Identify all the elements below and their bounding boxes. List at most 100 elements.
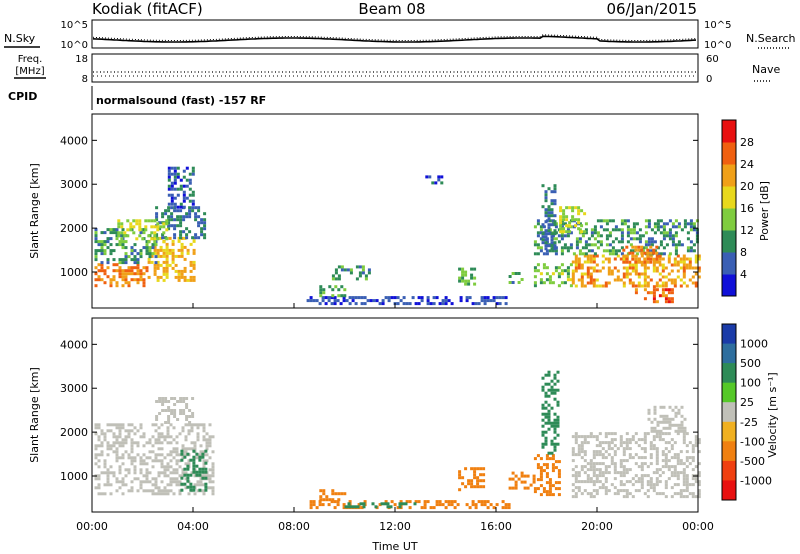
- heatmap-cell: [167, 209, 171, 213]
- heatmap-cell: [127, 468, 131, 472]
- heatmap-cell: [179, 400, 183, 403]
- heatmap-cell: [544, 442, 548, 446]
- heatmap-cell: [553, 442, 557, 446]
- heatmap-cell: [318, 500, 322, 504]
- heatmap-cell: [590, 249, 594, 253]
- heatmap-cell: [646, 291, 650, 295]
- heatmap-cell: [361, 271, 365, 275]
- heatmap-cell: [157, 453, 161, 457]
- heatmap-cell: [175, 483, 179, 487]
- y-tick-label: 2000: [60, 222, 88, 235]
- heatmap-cell: [544, 382, 548, 386]
- heatmap-cell: [189, 482, 193, 486]
- heatmap-cell: [691, 447, 695, 451]
- heatmap-cell: [336, 503, 340, 507]
- heatmap-cell: [595, 477, 599, 481]
- heatmap-cell: [560, 234, 564, 238]
- heatmap-cell: [444, 302, 448, 306]
- heatmap-cell: [120, 225, 124, 229]
- heatmap-cell: [653, 231, 657, 235]
- heatmap-cell: [176, 224, 180, 228]
- heatmap-cell: [673, 471, 677, 475]
- heatmap-cell: [432, 296, 436, 300]
- heatmap-cell: [106, 423, 110, 427]
- heatmap-cell: [568, 206, 572, 210]
- colorbar-tick-label: 28: [740, 136, 754, 149]
- heatmap-cell: [319, 288, 323, 292]
- heatmap-cell: [109, 471, 113, 475]
- heatmap-cell: [139, 459, 143, 463]
- heatmap-cell: [691, 492, 695, 496]
- heatmap-cell: [661, 288, 665, 292]
- heatmap-cell: [680, 243, 684, 247]
- heatmap-cell: [643, 492, 647, 496]
- heatmap-cell: [658, 284, 662, 288]
- heatmap-cell: [160, 462, 164, 466]
- heatmap-cell: [188, 199, 192, 203]
- heatmap-cell: [181, 456, 185, 460]
- heatmap-cell: [167, 215, 171, 219]
- heatmap-cell: [553, 445, 557, 449]
- heatmap-cell: [167, 224, 171, 228]
- heatmap-cell: [124, 435, 128, 439]
- heatmap-cell: [580, 435, 584, 439]
- heatmap-cell: [536, 246, 540, 250]
- heatmap-cell: [557, 272, 561, 276]
- heatmap-cell: [571, 453, 575, 457]
- heatmap-cell: [148, 255, 152, 259]
- heatmap-cell: [577, 218, 581, 222]
- heatmap-cell: [121, 258, 125, 262]
- heatmap-cell: [413, 502, 417, 506]
- heatmap-cell: [322, 288, 326, 292]
- heatmap-cell: [115, 284, 119, 288]
- heatmap-cell: [688, 257, 692, 261]
- heatmap-cell: [417, 500, 421, 504]
- heatmap-cell: [337, 265, 341, 269]
- heatmap-cell: [608, 234, 612, 238]
- heatmap-cell: [178, 432, 182, 436]
- heatmap-cell: [592, 257, 596, 261]
- heatmap-cell: [188, 415, 192, 418]
- freq-label-2: [MHz]: [15, 66, 44, 77]
- heatmap-cell: [559, 209, 563, 213]
- heatmap-cell: [686, 231, 690, 235]
- heatmap-cell: [685, 483, 689, 487]
- heatmap-cell: [673, 456, 677, 460]
- heatmap-cell: [659, 231, 663, 235]
- heatmap-cell: [202, 438, 206, 442]
- heatmap-cell: [181, 444, 185, 448]
- heatmap-cell: [646, 495, 650, 499]
- heatmap-cell: [658, 492, 662, 496]
- colorbar-segment: [722, 142, 736, 165]
- beam-title: Beam 08: [358, 0, 425, 18]
- heatmap-cell: [578, 237, 582, 241]
- heatmap-cell: [580, 480, 584, 484]
- heatmap-cell: [566, 228, 570, 232]
- heatmap-cell: [360, 296, 364, 300]
- heatmap-cell: [560, 225, 564, 229]
- heatmap-cell: [194, 236, 198, 240]
- heatmap-cell: [634, 480, 638, 484]
- heatmap-cell: [679, 459, 683, 463]
- heatmap-cell: [595, 254, 599, 258]
- freq-panel: Freq. [MHz] 18 8 60 0 Nave: [14, 53, 780, 85]
- heatmap-cell: [121, 278, 125, 282]
- heatmap-cell: [644, 225, 648, 229]
- heatmap-cell: [613, 450, 617, 454]
- heatmap-cell: [583, 212, 587, 216]
- heatmap-cell: [599, 240, 603, 244]
- heatmap-cell: [186, 479, 190, 483]
- heatmap-cell: [309, 503, 313, 507]
- heatmap-cell: [614, 252, 618, 256]
- heatmap-cell: [121, 269, 125, 273]
- heatmap-cell: [115, 456, 119, 460]
- heatmap-cell: [643, 447, 647, 451]
- heatmap-cell: [106, 444, 110, 448]
- heatmap-cell: [358, 265, 362, 269]
- heatmap-cell: [208, 480, 212, 484]
- heatmap-cell: [321, 296, 325, 300]
- heatmap-cell: [569, 225, 573, 229]
- heatmap-cell: [571, 269, 575, 273]
